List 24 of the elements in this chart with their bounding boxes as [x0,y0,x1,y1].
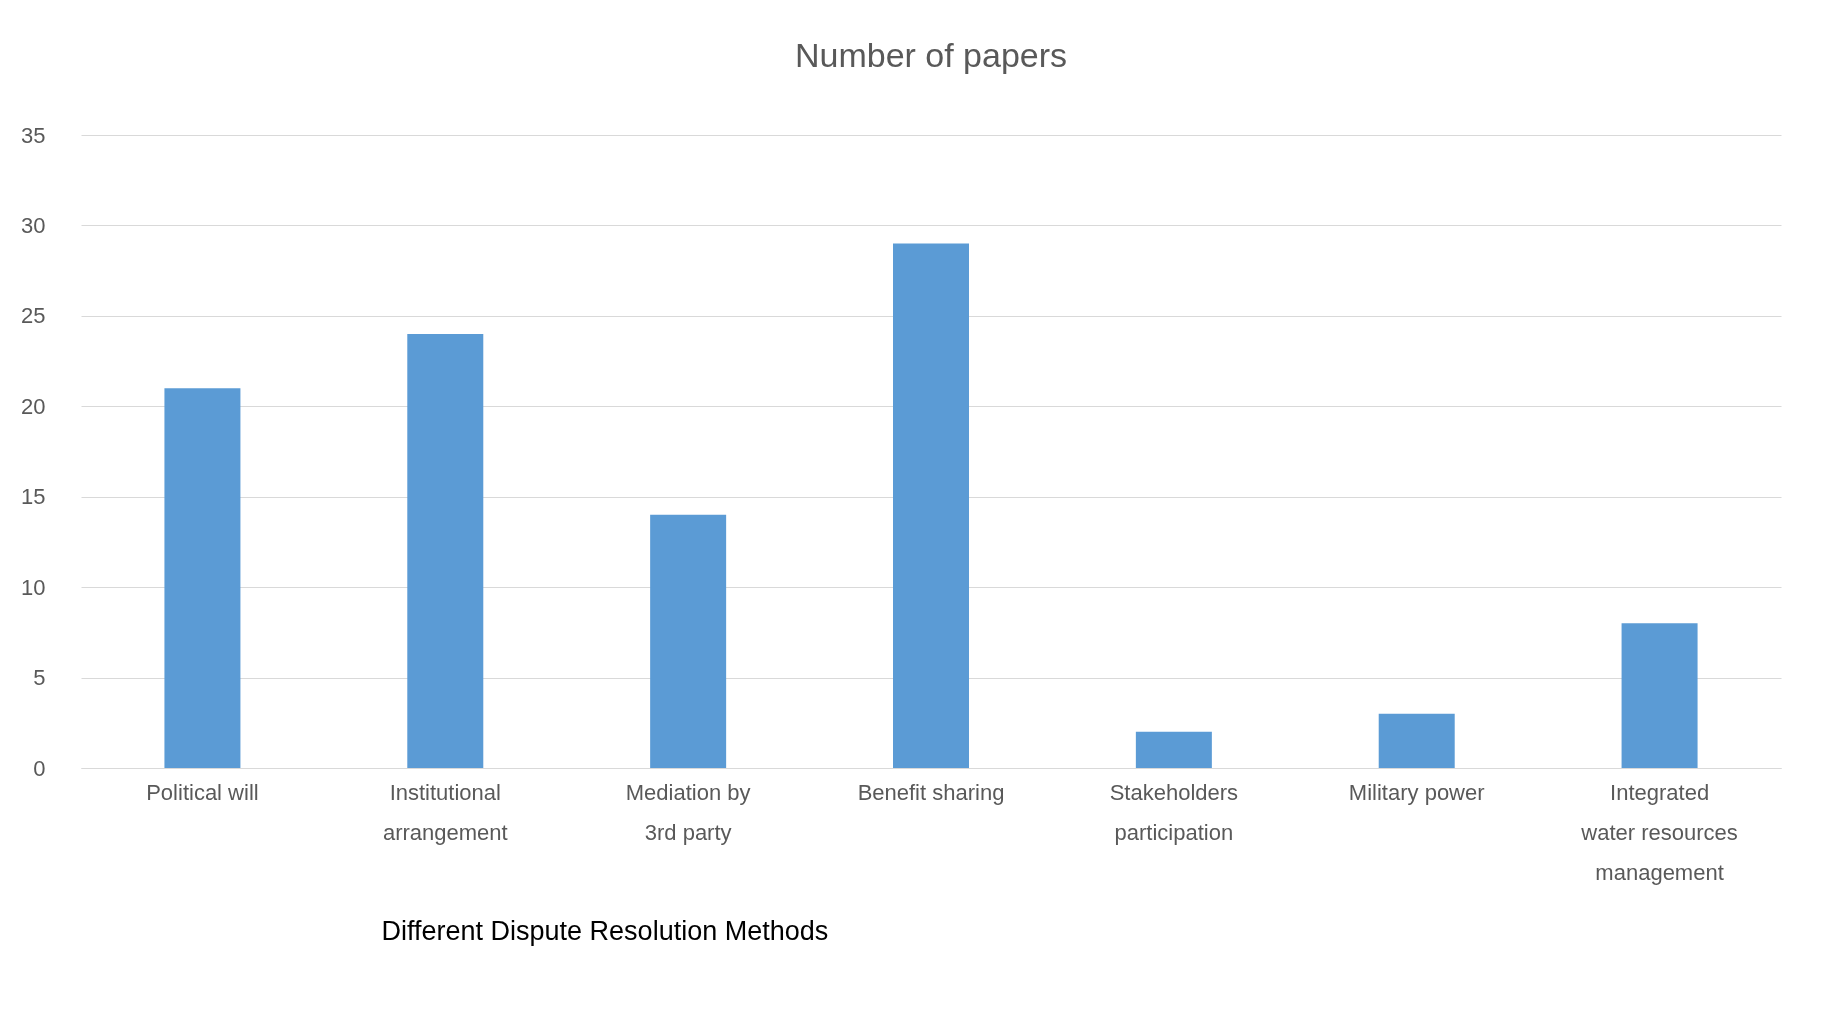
x-tick-label: Institutional arrangement [382,779,508,845]
bar [1621,623,1698,768]
y-tick-label: 0 [33,755,46,781]
y-tick-label: 20 [21,393,46,419]
x-tick-label: Political will [146,779,259,805]
bar [1378,713,1455,768]
x-tick-label: Integrated water resources management [1580,779,1738,885]
x-axis-title: Different Dispute Resolution Methods [381,915,829,946]
y-tick-label: 15 [21,484,46,510]
x-tick-label: Stakeholders participation [1109,779,1239,845]
chart-title: Number of papers [794,36,1068,74]
y-tick-label: 30 [21,212,46,238]
bar [1135,731,1212,768]
y-tick-label: 10 [21,574,46,600]
y-tick-label: 5 [33,665,46,691]
x-tick-label: Mediation by 3rd party [625,779,751,845]
y-tick-label: 35 [21,122,46,148]
y-tick-label: 25 [21,303,46,329]
bar [164,388,241,768]
x-tick-label: Military power [1348,779,1485,805]
x-tick-label: Benefit sharing [857,779,1005,805]
bar [650,514,727,768]
bar [407,333,484,768]
bar [893,243,969,768]
